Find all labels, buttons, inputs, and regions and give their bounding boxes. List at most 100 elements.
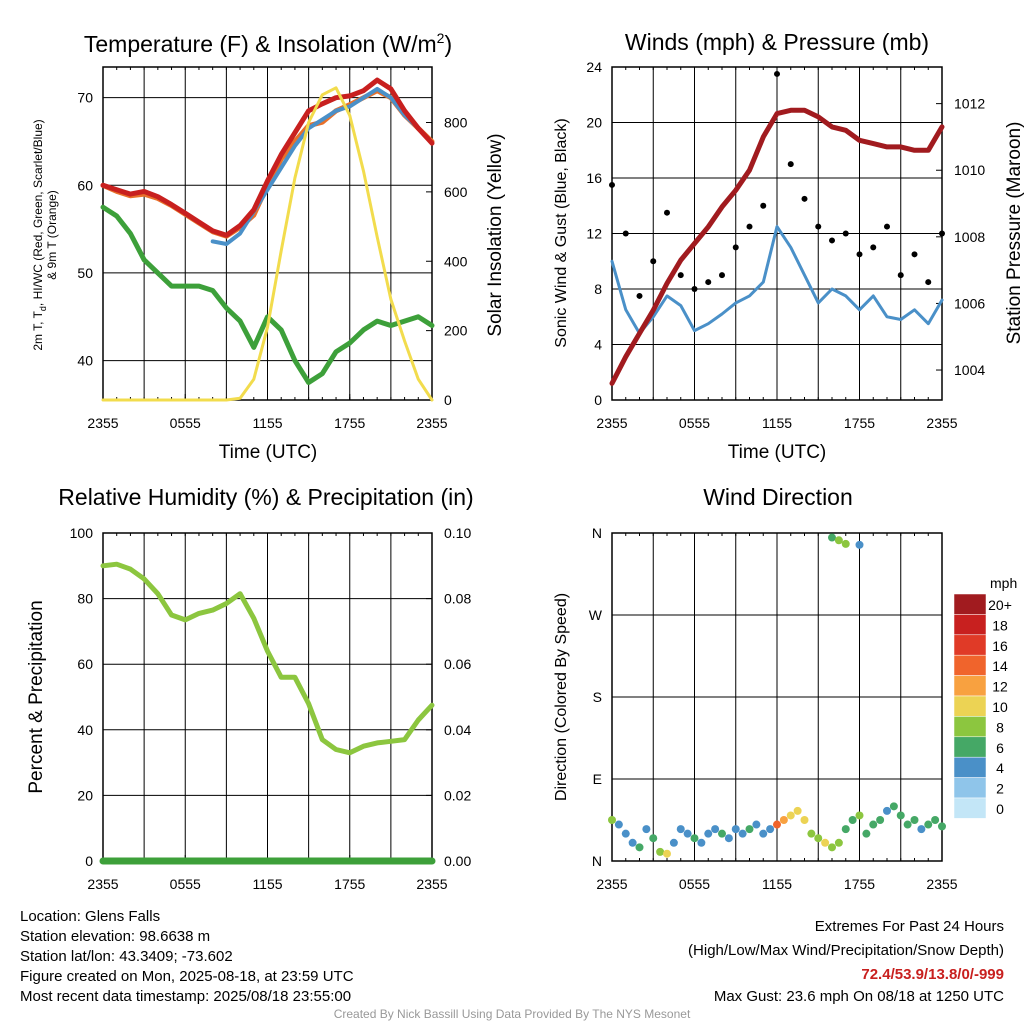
temp-y-label-line1: 2m T, Td, HI/WC (Red, Green, Scarlet/Blu… [31,119,48,350]
legend-swatch [953,777,987,799]
temp-y-label-line2: & 9m T (Orange) [45,190,59,280]
y-left-tick-label: 40 [77,353,93,369]
gust-point [829,237,835,244]
direction-point [876,816,885,824]
direction-point [608,816,616,824]
y-left-tick-label: 12 [586,226,602,242]
y-left-tick-label: 40 [77,722,93,738]
direction-point [793,806,802,815]
gust-point [925,279,932,286]
direction-point [903,820,912,829]
direction-point [738,829,747,838]
gust-point [664,209,670,216]
y-left-tick-label: 16 [586,170,602,186]
y-left-tick-label: E [593,771,602,787]
chart-panel-0: 2355 0555 1155 1755 2355 40 50 60 70 0 200 400 600 80… [77,66,468,431]
wind-x-label: Time (UTC) [728,442,827,463]
gust-point [897,272,904,279]
direction-point [931,816,940,824]
y-right-tick-label: 0.02 [444,787,471,803]
direction-point [683,829,692,838]
rh-y-left-label: Percent & Precipitation [26,600,47,793]
direction-point [848,816,857,824]
extremes-title: Extremes For Past 24 Hours [814,918,1004,935]
direction-point [910,816,919,824]
y-left-tick-label: N [592,853,602,869]
gust-point [622,230,629,237]
y-left-tick-label: S [593,689,602,705]
x-tick-label: 2355 [926,876,957,892]
rh-chart-title: Relative Humidity (%) & Precipitation (i… [58,484,473,510]
x-tick-label: 1155 [252,415,282,431]
direction-point [779,816,788,824]
y-left-tick-label: 4 [594,337,602,353]
recent-data-text: Most recent data timestamp: 2025/08/18 2… [20,988,352,1005]
x-tick-label: 0555 [170,415,201,431]
y-right-tick-label: 0.00 [444,853,471,869]
x-tick-label: 1155 [762,415,792,431]
gust-point [719,272,725,279]
legend-label: 12 [992,679,1008,695]
direction-point [800,816,809,824]
direction-point [855,811,864,820]
direction-point [759,829,768,838]
direction-point [896,811,905,820]
plot-frame [611,532,943,862]
x-tick-label: 2355 [87,876,118,892]
gust-point [650,258,657,265]
y-left-tick-label: 100 [70,525,94,541]
gust-point [760,202,767,209]
y-right-tick-label: 200 [444,323,468,339]
max-gust-text: Max Gust: 23.6 mph On 08/18 at 1250 UTC [713,988,1004,1005]
y-right-tick-label: 0.06 [444,656,471,672]
direction-point [869,820,878,829]
x-tick-label: 2355 [596,876,627,892]
y-right-tick-label: 600 [444,184,468,200]
legend-label: 4 [996,760,1004,776]
wind-y-left-label: Sonic Wind & Gust (Blue, Black) [553,118,570,347]
gust-point [677,272,684,279]
gust-point [884,223,890,230]
x-tick-label: 2355 [416,415,447,431]
direction-point [697,838,706,847]
x-tick-label: 1755 [334,415,365,431]
temp-x-label: Time (UTC) [219,442,318,463]
direction-point [752,820,761,829]
legend-swatch [953,614,987,636]
direction-point [917,825,926,834]
direction-point [628,838,637,847]
y-left-tick-label: 80 [77,591,93,607]
direction-point [773,820,781,829]
chart-panel-2: 2355 0555 1155 1755 2355 0 20 40 60 80 100 0.00 0.02… [70,525,472,892]
direction-point [841,825,850,834]
gust-point [774,70,780,77]
gust-point [691,286,698,292]
legend-swatch [953,654,987,676]
y-right-tick-label: 1008 [954,229,985,245]
x-tick-label: 0555 [679,876,710,892]
legend-label: 0 [996,801,1004,817]
wind-y-right-label: Station Pressure (Maroon) [1004,122,1024,345]
legend-label: 18 [992,617,1008,633]
x-tick-label: 0555 [679,415,710,431]
direction-point [855,540,864,549]
direction-point [938,822,946,831]
speed-legend: mph 20+ 18 16 14 12 10 8 6 4 2 0 [953,575,1017,819]
legend-title: mph [990,575,1017,591]
chart-panel-3: 2355 0555 1155 1755 2355 N E S W N [589,525,958,892]
direction-point [745,825,754,834]
y-left-tick-label: 20 [77,787,93,803]
x-tick-label: 2355 [87,415,118,431]
x-tick-label: 1155 [252,876,282,892]
y-right-tick-label: 0 [444,392,452,408]
wind-series-2 [609,107,945,386]
legend-swatch [953,756,987,778]
direction-point [924,820,933,829]
temp-y-right-label: Solar Insolation (Yellow) [485,133,506,336]
legend-label: 14 [992,658,1008,674]
y-right-tick-label: 1006 [954,295,985,311]
y-right-tick-label: 1004 [954,362,985,378]
legend-swatch [953,797,987,819]
legend-label: 16 [992,638,1008,654]
y-left-tick-label: 60 [77,177,93,193]
